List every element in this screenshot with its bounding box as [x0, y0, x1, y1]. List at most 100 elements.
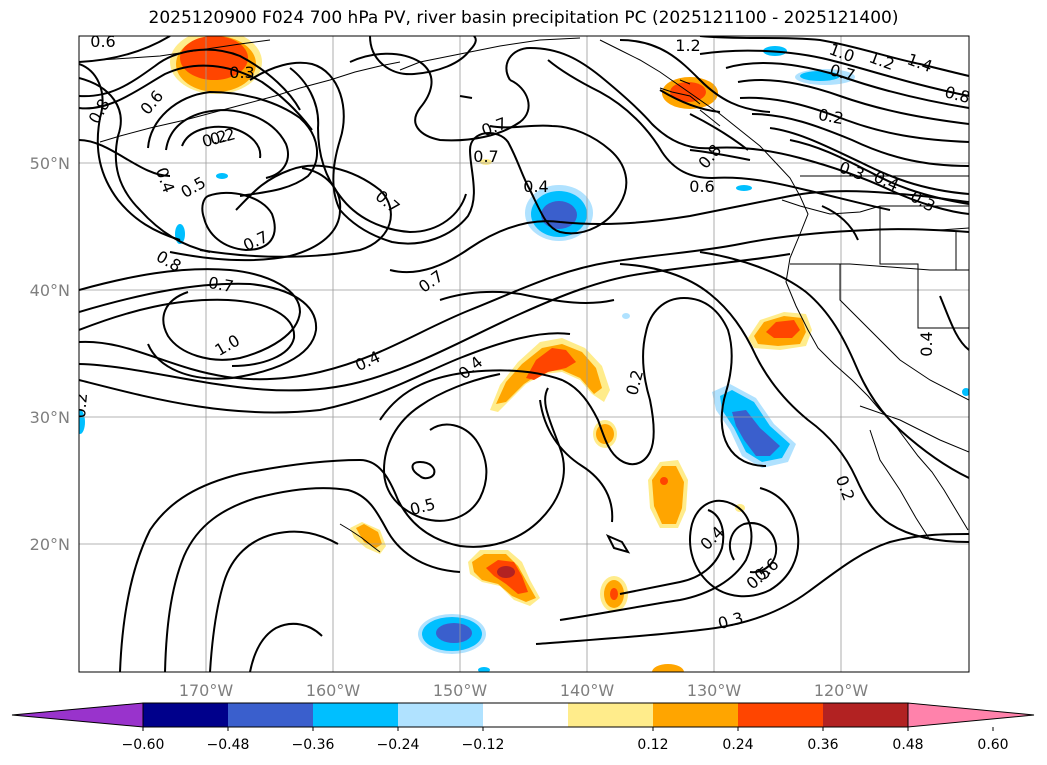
pv-contour [119, 387, 565, 672]
pv-contour [147, 90, 319, 197]
map-background [79, 36, 969, 672]
pv-contour [769, 127, 969, 195]
precip-blob-california-positive [748, 312, 812, 350]
pv-contour [659, 89, 721, 113]
lat-label: 50°N [30, 154, 70, 173]
pv-contour [739, 96, 969, 143]
pv-contour [79, 36, 171, 63]
contour-label: 0.2 [817, 105, 845, 128]
precip-blob-nw-positive [170, 36, 262, 94]
colorbar-segment [483, 703, 568, 727]
pv-contour [79, 298, 296, 367]
map-panel: 0.6 0.3 0.8 0.6 0.2 0.4 0.5 0.7 0.7 0.7 … [70, 32, 970, 673]
lon-label: 160°W [306, 681, 361, 700]
colorbar-tick-label: −0.24 [377, 737, 420, 753]
pv-contour [689, 149, 751, 161]
pv-contour [79, 77, 211, 253]
colorbar-segment [313, 703, 398, 727]
pv-contour [821, 205, 859, 241]
latitude-labels: 50°N 40°N 30°N 20°N [30, 154, 70, 554]
colorbar-tick-label: 0.36 [807, 737, 838, 753]
colorbar: −0.60 −0.48 −0.36 −0.24 −0.12 0.12 0.24 0.36 0.4… [11, 702, 1035, 753]
pv-contour [699, 36, 969, 77]
pv-contour [199, 164, 392, 258]
contour-label: 0.2 [70, 392, 91, 419]
precip-blob-hawaii-positive [350, 522, 386, 554]
contour-label: 0.6 [689, 177, 714, 196]
pv-contour [737, 79, 969, 125]
pv-contour [79, 63, 181, 241]
pv-contour [699, 251, 969, 479]
pv-contour [939, 295, 969, 351]
pv-contour [369, 36, 477, 76]
precip-blob-small-negative [79, 410, 85, 434]
colorbar-tick-label: 0.60 [977, 737, 1008, 753]
colorbar-segment [228, 703, 313, 727]
pv-contour [349, 52, 530, 142]
pv-contour [209, 530, 339, 672]
precip-blob-small-positive [593, 420, 617, 448]
colorbar-tick-label: −0.12 [462, 737, 505, 753]
lon-label: 150°W [433, 681, 488, 700]
pv-contour [201, 191, 276, 252]
precip-blob-small-positive [652, 664, 684, 672]
graticule [79, 36, 969, 672]
pv-contour [79, 332, 571, 414]
pv-contour [689, 113, 749, 151]
precip-blob-small-positive [600, 576, 628, 612]
lon-label: 120°W [814, 681, 869, 700]
colorbar-segment [398, 703, 483, 727]
pv-contour [789, 139, 969, 205]
contour-label: 0.4 [917, 331, 936, 356]
pv-contour [539, 399, 614, 523]
precip-blob-small-negative [622, 313, 630, 319]
precip-blob-small-negative [216, 173, 228, 179]
pv-contour [459, 95, 473, 99]
pv-contour [535, 533, 969, 645]
pv-contour [165, 108, 289, 179]
contour-label: 0.6 [90, 32, 115, 51]
pv-contour [439, 290, 615, 304]
coastline-north-america-west [599, 39, 969, 531]
map-title: 2025120900 F024 700 hPa PV, river basin … [148, 8, 899, 28]
pv-contour [389, 190, 969, 274]
pv-contour [725, 61, 969, 109]
lon-label: 140°W [560, 681, 615, 700]
pv-contour [505, 46, 969, 215]
colorbar-segment [738, 703, 823, 727]
pv-contour [411, 460, 436, 480]
lat-label: 40°N [30, 281, 70, 300]
pv-contour [751, 113, 969, 167]
precip-blob-small-negative [962, 388, 969, 396]
lon-label: 170°W [179, 681, 234, 700]
border-states [839, 264, 969, 401]
precip-blob-small-negative [478, 667, 490, 672]
contour-label: 0.4 [523, 177, 548, 196]
border-states [790, 263, 969, 271]
pv-contour [79, 48, 301, 111]
lon-label: 130°W [687, 681, 742, 700]
pv-contour [547, 59, 891, 211]
border-us-mexico [859, 405, 969, 453]
pv-contour [79, 282, 318, 380]
pv-contour [379, 296, 767, 467]
pv-contour [79, 139, 171, 177]
pv-contour [249, 622, 323, 672]
precip-blob-central-positive [490, 338, 610, 412]
colorbar-tick-label: −0.60 [122, 737, 165, 753]
coastline-hawaii [339, 523, 381, 553]
colorbar-extension-max [907, 702, 1035, 728]
pv-contour [79, 64, 313, 131]
lat-label: 30°N [30, 408, 70, 427]
colorbar-tick-label: −0.36 [292, 737, 335, 753]
pv-contour [181, 125, 262, 159]
colorbar-segment [568, 703, 653, 727]
precip-blob-12n-negative [418, 614, 486, 654]
pv-contour [619, 263, 969, 543]
colorbar-segment [823, 703, 908, 727]
pv-contour [382, 373, 501, 522]
pv-contour [619, 509, 725, 595]
colorbar-tick-label: 0.24 [722, 737, 753, 753]
pv-contour [164, 487, 461, 672]
